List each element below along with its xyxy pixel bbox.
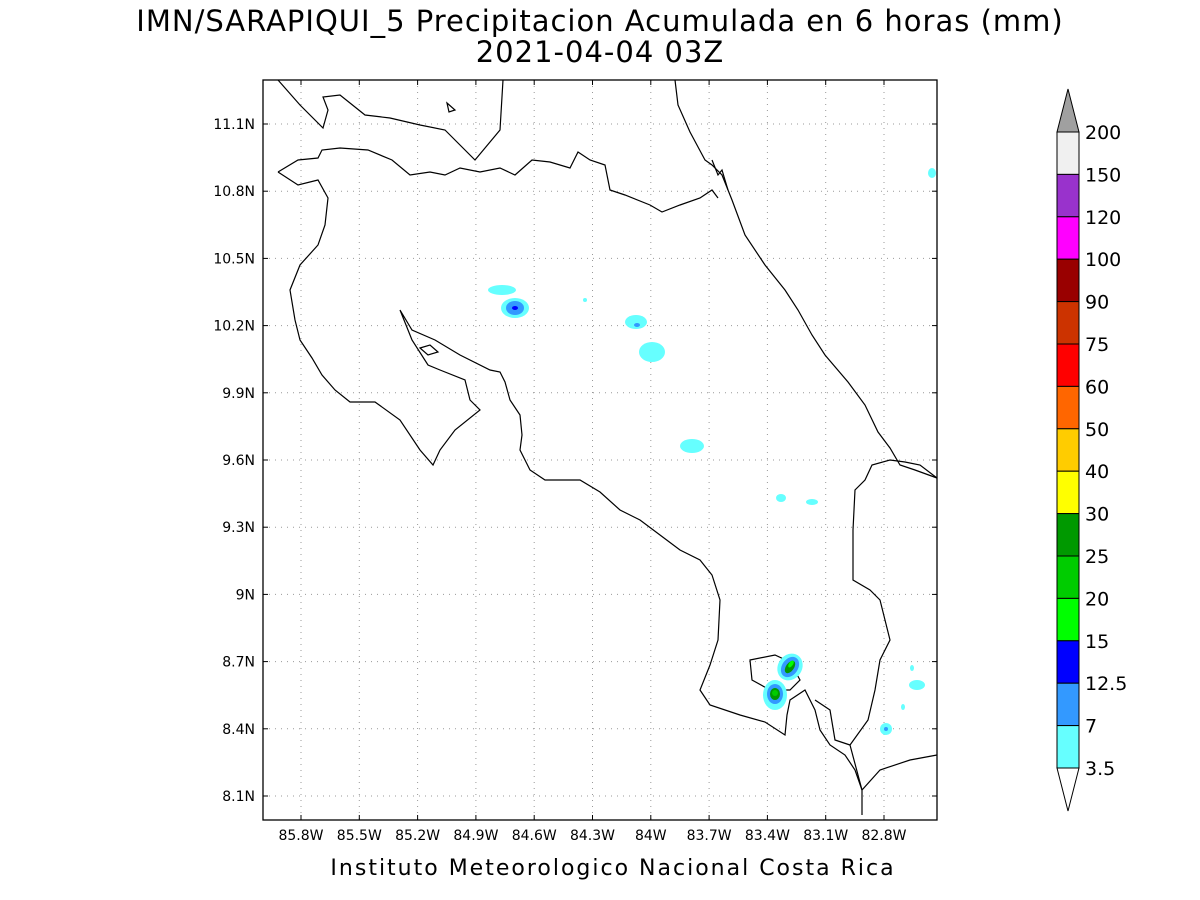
lat-tick-label: 8.1N [222,789,255,805]
precipitation-field [488,168,936,735]
lon-tick-label: 83.7W [687,828,732,844]
gulf-nicoya-island [418,344,440,356]
rain-cell [928,168,936,178]
longitude-labels: 85.8W 85.5W 85.2W 84.9W 84.6W 84.3W 84W 83.7W 83… [278,828,906,844]
lat-tick-label: 8.7N [222,655,255,671]
lat-tick-label: 9N [236,587,255,603]
colorbar-level-label: 100 [1085,249,1121,271]
colorbar-swatch [1056,301,1080,345]
map-frame [262,79,938,821]
rain-cell [910,665,914,671]
colorbar-level-label: 120 [1085,207,1121,229]
colorbar-swatch [1056,555,1080,599]
panama-border [849,459,938,792]
rain-cell [788,660,794,668]
colorbar-swatch [1056,640,1080,684]
rain-cell [512,306,518,310]
rain-cell [625,315,647,329]
rain-cell [639,342,665,362]
pacific-coast [277,171,863,815]
lon-tick-label: 85.5W [337,828,382,844]
colorbar-level-label: 7 [1085,716,1097,738]
lon-tick-label: 85.2W [395,828,440,844]
lat-tick-label: 10.2N [213,319,255,335]
colorbar-swatch [1056,597,1080,642]
rain-cell [901,704,905,710]
lon-tick-label: 83.4W [745,828,790,844]
rain-cell [884,727,888,731]
colorbar-level-label: 40 [1085,461,1109,483]
colorbar: 200 150 120 100 90 75 60 50 40 30 25 20 15 12.5 7 3.5 [1056,88,1127,812]
rain-cell [806,499,818,505]
lat-tick-label: 10.5N [213,251,255,267]
colorbar-level-label: 12.5 [1085,673,1127,695]
caribbean-coast [674,79,938,479]
colorbar-level-label: 30 [1085,504,1109,526]
lat-tick-label: 8.4N [222,722,255,738]
map-datetime: 2021-04-04 03Z [475,35,725,69]
colorbar-swatch [1056,682,1080,727]
rain-cell [680,439,704,453]
colorbar-level-label: 25 [1085,546,1109,568]
colorbar-swatch [1056,343,1080,387]
graticule [263,80,937,820]
colorbar-swatch [1056,216,1080,260]
colorbar-level-label: 3.5 [1085,758,1115,780]
colorbar-swatch [1056,173,1080,218]
lon-tick-label: 83.1W [803,828,848,844]
lon-tick-label: 82.8W [861,828,906,844]
colorbar-swatch [1056,428,1080,472]
latitude-labels: 11.1N 10.8N 10.5N 10.2N 9.9N 9.6N 9.3N 9N 8.7N 8.… [213,117,255,805]
colorbar-under-arrow [1056,767,1080,812]
colorbar-level-label: 20 [1085,588,1109,610]
colorbar-level-label: 15 [1085,631,1109,653]
rain-cell [776,494,786,502]
colorbar-swatch [1056,725,1080,769]
osa-peninsula [749,654,801,691]
colorbar-level-label: 60 [1085,376,1109,398]
lat-tick-label: 9.6N [222,453,255,469]
colorbar-swatch [1056,258,1080,303]
colorbar-swatch [1056,513,1080,557]
southern-cape [814,699,851,746]
lon-tick-label: 85.8W [278,828,323,844]
nicaragua-coast [277,79,504,161]
colorbar-level-label: 75 [1085,334,1109,356]
coastline [277,79,938,815]
lon-tick-label: 84W [635,828,667,844]
lon-tick-label: 84.6W [512,828,557,844]
rain-cell [634,323,640,327]
lat-tick-label: 9.9N [222,386,255,402]
rain-cell [583,298,587,302]
rain-cell [772,690,778,696]
rain-cell [488,285,516,295]
footer-credit: Instituto Meteorologico Nacional Costa R… [330,856,896,881]
lon-tick-label: 84.3W [570,828,615,844]
lat-tick-label: 9.3N [222,520,255,536]
colorbar-level-label: 150 [1085,164,1121,186]
colorbar-swatch [1056,470,1080,515]
northern-border [277,147,719,213]
colorbar-level-label: 200 [1085,122,1121,144]
colorbar-swatch [1056,131,1080,175]
colorbar-level-label: 50 [1085,419,1109,441]
map-title: IMN/SARAPIQUI_5 Precipitacion Acumulada … [136,4,1064,38]
lat-tick-label: 11.1N [213,117,255,133]
colorbar-level-label: 90 [1085,292,1109,314]
rain-cell [909,680,925,690]
lat-tick-label: 10.8N [213,184,255,200]
lake-nicaragua-islet [446,101,457,113]
colorbar-over-arrow [1056,88,1080,133]
colorbar-swatch [1056,385,1080,430]
lon-tick-label: 84.9W [453,828,498,844]
caribbean-point [711,159,729,191]
